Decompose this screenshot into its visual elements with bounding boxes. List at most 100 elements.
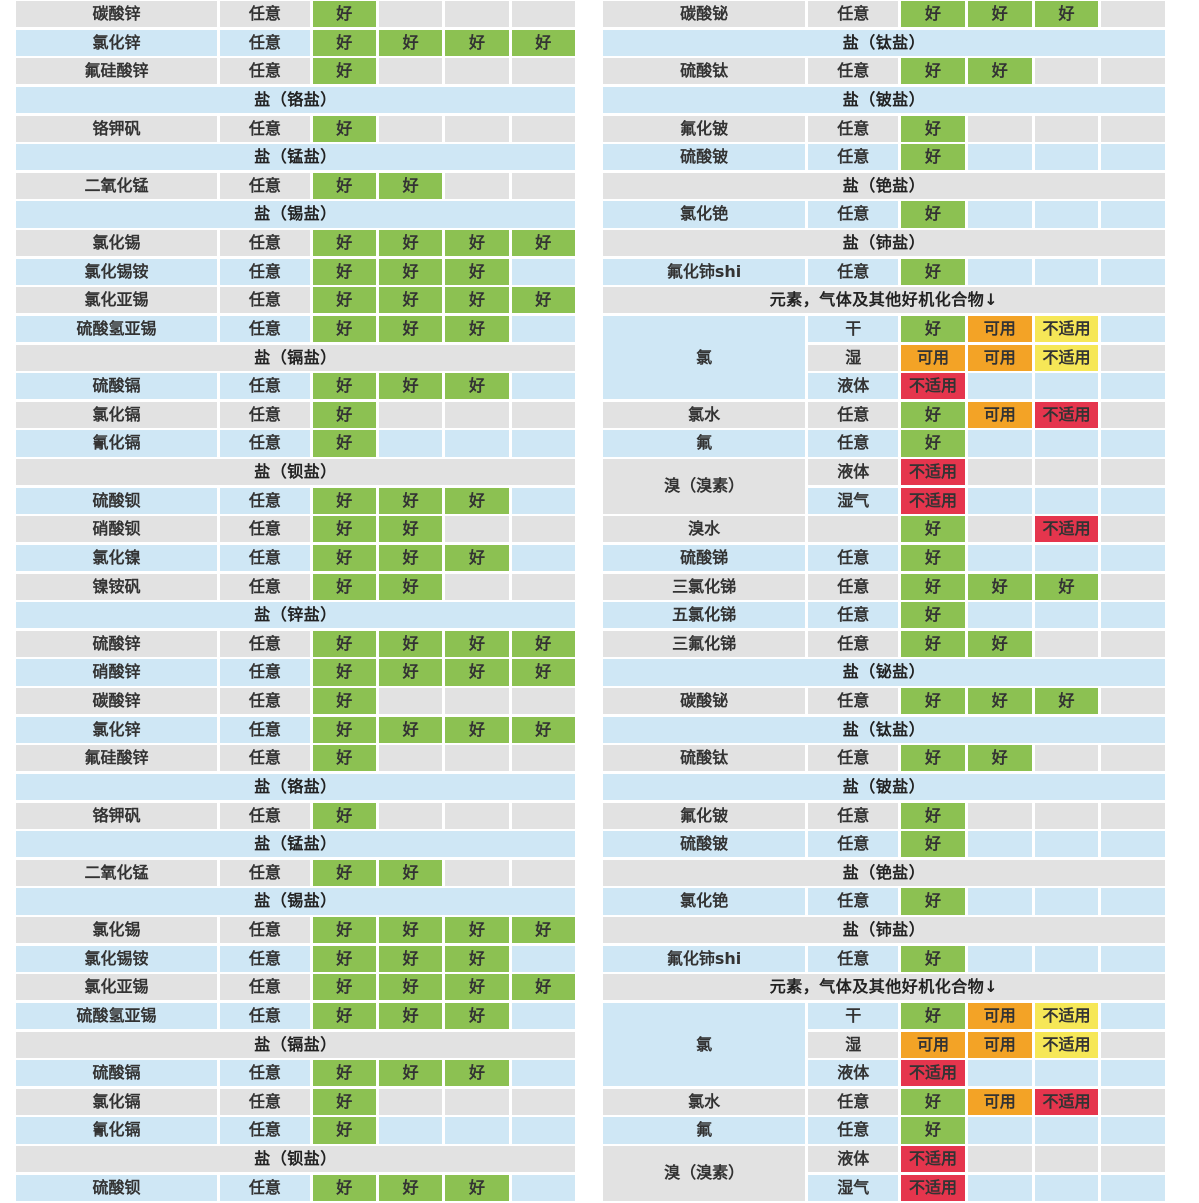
rating-cell: 好 <box>901 1117 965 1144</box>
chemical-name-cell: 溴水 <box>603 516 806 543</box>
rating-cell: 好 <box>445 373 509 400</box>
rating-cell: 好 <box>445 659 509 686</box>
condition-cell: 任意 <box>220 230 310 257</box>
empty-rating-cell <box>967 115 1032 142</box>
condition-cell: 任意 <box>220 172 310 199</box>
empty-rating-cell <box>967 602 1032 629</box>
empty-rating-cell <box>511 58 575 85</box>
chemical-name-cell: 铬钾矾 <box>16 115 218 142</box>
empty-rating-cell <box>1101 58 1165 85</box>
chemical-name-cell: 氯化亚锡 <box>16 974 218 1001</box>
rating-cell: 可用 <box>901 1031 965 1058</box>
rating-cell: 好 <box>312 917 376 944</box>
empty-rating-cell <box>378 430 443 457</box>
rating-cell: 好 <box>312 315 376 343</box>
empty-rating-cell <box>1101 1002 1165 1030</box>
condition-cell: 任意 <box>220 659 310 686</box>
condition-cell: 任意 <box>220 487 310 514</box>
right-table: 碳酸铋 任意好好好盐（钛盐） 硫酸钛 任意好好盐（铍盐） 氟化铍 任意好硫酸铍 任意好盐（铯… <box>603 1 1165 1201</box>
rating-cell: 好 <box>901 430 965 457</box>
chemical-name-cell: 五氯化锑 <box>603 602 806 629</box>
chemical-name-cell: 氟硅酸锌 <box>16 745 218 772</box>
rating-cell: 好 <box>312 745 376 772</box>
condition-cell: 任意 <box>808 1117 899 1144</box>
rating-cell: 好 <box>378 1174 443 1201</box>
rating-cell: 好 <box>312 945 376 972</box>
condition-cell: 任意 <box>808 115 899 142</box>
chemical-name-cell: 硫酸钛 <box>603 58 806 85</box>
rating-cell: 好 <box>901 573 965 600</box>
condition-cell: 任意 <box>220 58 310 85</box>
empty-rating-cell <box>511 1 575 28</box>
rating-cell: 好 <box>1034 1 1099 28</box>
empty-rating-cell <box>1101 201 1165 228</box>
section-header-row: 盐（铬盐） <box>16 773 575 801</box>
empty-rating-cell <box>445 172 509 199</box>
condition-cell: 任意 <box>808 1 899 28</box>
rating-cell: 好 <box>312 688 376 715</box>
empty-rating-cell <box>1101 745 1165 772</box>
rating-cell: 好 <box>901 602 965 629</box>
empty-rating-cell <box>1101 373 1165 400</box>
rating-cell: 好 <box>378 544 443 572</box>
empty-rating-cell <box>967 1060 1032 1087</box>
rating-cell: 好 <box>511 287 575 314</box>
rating-cell: 好 <box>378 1002 443 1030</box>
empty-rating-cell <box>511 115 575 142</box>
rating-cell: 好 <box>312 1002 376 1030</box>
empty-rating-cell <box>511 1002 575 1030</box>
rating-cell: 好 <box>1034 688 1099 715</box>
condition-cell: 任意 <box>220 573 310 600</box>
empty-rating-cell <box>511 1088 575 1115</box>
empty-rating-cell <box>967 459 1032 486</box>
section-header-row: 元素，气体及其他好机化合物↓ <box>603 974 1165 1001</box>
condition-cell: 任意 <box>220 802 310 829</box>
rating-cell: 可用 <box>967 401 1032 428</box>
rating-cell: 可用 <box>967 1031 1032 1058</box>
rating-cell: 好 <box>967 1 1032 28</box>
condition-cell: 任意 <box>220 1060 310 1087</box>
section-header-row: 盐（钛盐） <box>603 29 1165 56</box>
chemical-name-cell: 氯化镉 <box>16 1088 218 1115</box>
empty-rating-cell <box>1101 144 1165 171</box>
empty-rating-cell <box>1101 1174 1165 1201</box>
empty-rating-cell <box>511 258 575 285</box>
empty-rating-cell <box>511 1060 575 1087</box>
section-header-row: 盐（铬盐） <box>16 86 575 114</box>
condition-cell: 任意 <box>220 630 310 657</box>
empty-rating-cell <box>1034 373 1099 400</box>
condition-cell: 任意 <box>808 544 899 572</box>
chemical-name-cell: 硫酸钛 <box>603 745 806 772</box>
chemical-name-cell: 氯水 <box>603 1088 806 1115</box>
empty-rating-cell <box>511 945 575 972</box>
condition-cell: 任意 <box>220 974 310 1001</box>
section-header-row: 盐（铋盐） <box>603 659 1165 686</box>
section-header-row: 盐（锌盐） <box>16 602 575 629</box>
rating-cell: 好 <box>312 230 376 257</box>
left-table: 碳酸锌 任意好氯化锌 任意好好好好氟硅酸锌 任意好盐（铬盐） 铬钾矾 任意好盐（锰盐） 二氧… <box>16 1 575 1201</box>
rating-cell: 好 <box>312 287 376 314</box>
empty-rating-cell <box>378 58 443 85</box>
empty-rating-cell <box>511 487 575 514</box>
empty-rating-cell <box>378 401 443 428</box>
empty-rating-cell <box>445 1088 509 1115</box>
rating-cell: 好 <box>445 917 509 944</box>
condition-cell: 任意 <box>220 258 310 285</box>
rating-cell: 好 <box>312 430 376 457</box>
rating-cell: 不适用 <box>1034 401 1099 428</box>
rating-cell: 好 <box>445 716 509 743</box>
empty-rating-cell <box>967 516 1032 543</box>
rating-cell: 好 <box>445 287 509 314</box>
section-header-row: 盐（钡盐） <box>16 459 575 486</box>
rating-cell: 好 <box>445 1060 509 1087</box>
condition-cell: 任意 <box>808 688 899 715</box>
chemical-name-cell: 铬钾矾 <box>16 802 218 829</box>
empty-rating-cell <box>967 1174 1032 1201</box>
rating-cell: 好 <box>312 487 376 514</box>
condition-cell: 任意 <box>808 802 899 829</box>
condition-cell: 任意 <box>220 1002 310 1030</box>
empty-rating-cell <box>445 1 509 28</box>
chemical-name-cell: 三氯化锑 <box>603 573 806 600</box>
chemical-name-cell: 氯化铯 <box>603 888 806 915</box>
condition-cell: 湿气 <box>808 1174 899 1201</box>
